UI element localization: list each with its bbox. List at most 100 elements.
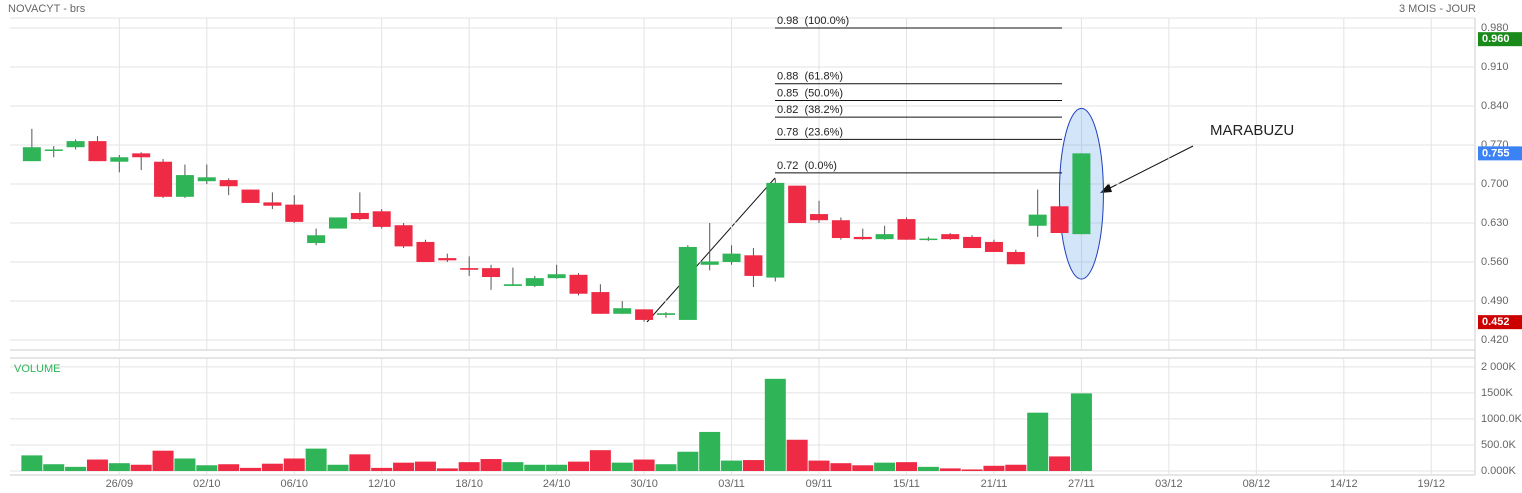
- volume-bar: [393, 462, 415, 471]
- trend-line: [646, 177, 776, 323]
- x-tick-label: 27/11: [1068, 478, 1095, 490]
- volume-bar: [568, 461, 590, 471]
- candle-body: [984, 241, 1003, 252]
- candle-body: [22, 147, 41, 162]
- volume-bar: [1070, 393, 1092, 471]
- x-tick-label: 14/12: [1330, 478, 1358, 490]
- candle-body: [110, 157, 129, 162]
- x-tick-label: 12/10: [368, 478, 396, 490]
- candle-body: [941, 234, 960, 240]
- y-tick-label: 0.840: [1481, 100, 1509, 112]
- volume-bar: [721, 460, 743, 471]
- candle-body: [897, 219, 916, 240]
- annotation: MARABUZU: [1210, 122, 1294, 139]
- y-tick-label: 0.700: [1481, 178, 1509, 190]
- candle-body: [1072, 153, 1091, 235]
- x-tick-label: 15/11: [893, 478, 920, 490]
- candle-body: [394, 225, 413, 247]
- x-tick-label: 24/10: [543, 478, 571, 490]
- volume-bar: [655, 464, 677, 471]
- x-tick-label: 21/11: [981, 478, 1008, 490]
- volume-bar: [218, 464, 240, 471]
- candle-body: [1028, 214, 1047, 226]
- candle-body: [875, 234, 894, 240]
- volume-bar: [524, 464, 546, 471]
- candle-body: [197, 177, 216, 182]
- volume-bar: [152, 450, 174, 471]
- title: NOVACYT - brs: [8, 3, 86, 15]
- volume-bar: [917, 466, 939, 471]
- candle-body: [44, 149, 63, 151]
- volume-bar: [1049, 456, 1071, 471]
- y-tick-label: 0.630: [1481, 217, 1509, 229]
- volume-bar: [327, 464, 349, 471]
- volume-bar: [240, 467, 262, 471]
- volume-bar: [43, 464, 65, 471]
- y-tick-label: 0.000K: [1481, 465, 1517, 477]
- x-tick-label: 03/12: [1155, 478, 1183, 490]
- volume-bar: [961, 469, 983, 471]
- volume-bar: [546, 464, 568, 471]
- price-badge: [1478, 315, 1522, 330]
- candle-body: [613, 308, 632, 314]
- volume-bar: [874, 462, 896, 471]
- candle-body: [350, 212, 369, 220]
- volume-bar: [414, 461, 436, 471]
- volume-bar: [174, 458, 196, 471]
- candle-body: [547, 274, 566, 279]
- candle-body: [810, 214, 829, 221]
- volume-bar: [677, 451, 699, 471]
- candle-body: [307, 235, 326, 244]
- candle-body: [1006, 251, 1025, 265]
- volume-bar: [589, 450, 611, 471]
- price-badge-label: 0.960: [1482, 33, 1510, 45]
- volume-bar: [1027, 412, 1049, 471]
- x-tick-label: 26/09: [106, 478, 134, 490]
- volume-bar: [371, 467, 393, 471]
- arrow: [1107, 145, 1194, 190]
- x-tick-label: 06/10: [280, 478, 308, 490]
- price-badge: [1478, 32, 1522, 47]
- candle-body: [154, 161, 173, 197]
- fib-label: 0.72 (0.0%): [777, 160, 837, 172]
- volume-bar: [742, 460, 764, 471]
- volume-title: VOLUME: [14, 363, 60, 375]
- candle-body: [525, 278, 544, 286]
- x-tick-label: 19/12: [1418, 478, 1446, 490]
- volume-bar: [458, 462, 480, 471]
- y-tick-label: 0.490: [1481, 295, 1509, 307]
- candle-body: [503, 284, 522, 286]
- x-tick-label: 02/10: [193, 478, 221, 490]
- price-badge-label: 0.755: [1482, 147, 1510, 159]
- volume-bar: [611, 462, 633, 471]
- volume-bar: [196, 465, 218, 471]
- y-tick-label: 2 000K: [1481, 361, 1517, 373]
- candle-body: [569, 274, 588, 294]
- price-badge-label: 0.452: [1482, 316, 1510, 328]
- volume-bar: [108, 463, 130, 471]
- volume-bar: [852, 465, 874, 471]
- y-tick-label: 1500K: [1481, 387, 1513, 399]
- candle-body: [263, 202, 282, 206]
- x-tick-label: 30/10: [630, 478, 658, 490]
- candle-body: [788, 185, 807, 223]
- volume-bar: [305, 448, 327, 471]
- y-tick-label: 500.0K: [1481, 439, 1517, 451]
- candle-body: [722, 253, 741, 262]
- candle-body: [853, 236, 872, 240]
- candle-body: [241, 189, 260, 203]
- candle-body: [678, 246, 697, 320]
- fib-label: 0.85 (50.0%): [777, 87, 843, 99]
- y-tick-label: 0.980: [1481, 22, 1509, 34]
- volume-bar: [480, 459, 502, 471]
- period: 3 MOIS - JOUR: [1399, 3, 1476, 15]
- candle-body: [1050, 206, 1069, 234]
- x-tick-label: 18/10: [455, 478, 483, 490]
- y-tick-label: 0.420: [1481, 334, 1509, 346]
- volume-bar: [130, 464, 152, 471]
- x-tick-label: 09/11: [806, 478, 833, 490]
- volume-bar: [86, 459, 108, 471]
- volume-bar: [261, 463, 283, 471]
- candle-body: [438, 258, 457, 261]
